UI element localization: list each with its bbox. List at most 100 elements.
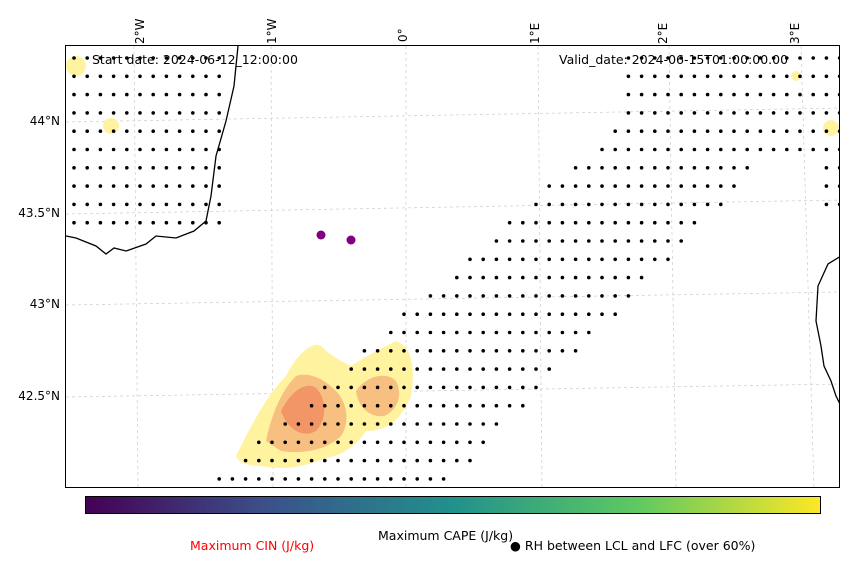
rh-dot [666, 220, 670, 225]
rh-dot [151, 220, 155, 225]
rh-dot [441, 312, 446, 317]
rh-dot [534, 385, 538, 390]
cape-spot-n [103, 118, 119, 134]
rh-dot [560, 275, 565, 280]
rh-dot [468, 294, 472, 298]
rh-dot [494, 367, 499, 371]
rh-dot [98, 184, 103, 188]
rh-dot [534, 294, 538, 298]
rh-dot [349, 422, 354, 426]
rh-dot [217, 92, 221, 97]
rh-dot [719, 111, 723, 115]
rh-dot [455, 385, 459, 390]
rh-dot [521, 294, 525, 298]
rh-dot [257, 477, 261, 481]
rh-dot [455, 367, 459, 371]
rh-dot [151, 184, 155, 188]
rh-legend-marker-icon: ● [510, 538, 521, 553]
rh-dot [362, 422, 367, 426]
rh-dot [626, 92, 631, 97]
rh-dot [111, 166, 116, 170]
map-canvas [66, 46, 839, 487]
rh-dot [613, 184, 617, 188]
rh-dot [362, 403, 367, 408]
rh-dot [402, 330, 406, 335]
rh-dot [692, 92, 697, 97]
rh-dot [296, 477, 301, 481]
rh-dot [785, 147, 789, 152]
rh-dot [639, 220, 644, 225]
rh-dot [653, 257, 657, 262]
rh-dot [507, 403, 512, 408]
rh-dot [177, 74, 182, 79]
rh-dot [719, 129, 723, 133]
rh-dot [151, 56, 155, 60]
rh-dot [547, 330, 551, 335]
rh-dot [758, 56, 763, 60]
rh-dot [771, 147, 776, 152]
rh-dot [653, 166, 657, 170]
rh-dot [323, 458, 327, 463]
cin-legend-label: Maximum CIN (J/kg) [190, 538, 315, 553]
rh-dot [837, 184, 839, 188]
rh-dot [679, 147, 683, 152]
rh-dot [204, 92, 208, 97]
rh-dot [679, 56, 683, 60]
rh-dot [587, 184, 591, 188]
rh-dot [639, 257, 644, 262]
rh-dot [692, 184, 697, 188]
rh-dot [481, 440, 486, 445]
rh-dot [560, 184, 565, 188]
rh-dot [587, 239, 591, 243]
rh-dot [428, 440, 433, 445]
rh-dot [653, 184, 657, 188]
rh-dot [455, 312, 459, 317]
rh-dot [798, 129, 802, 133]
rh-dot [771, 129, 776, 133]
rh-dot [811, 56, 815, 60]
rh-dot [389, 403, 393, 408]
rh-dot [626, 166, 631, 170]
rh-dot [824, 129, 829, 133]
rh-dot [217, 220, 221, 225]
rh-dot [573, 294, 578, 298]
rh-dot [323, 422, 327, 426]
rh-dot [336, 385, 340, 390]
lon-tick-2e: 2°E [656, 22, 670, 44]
rh-dot [494, 312, 499, 317]
rh-dot [600, 166, 604, 170]
rh-dot [323, 477, 327, 481]
rh-dot [402, 349, 406, 353]
rh-dot [72, 92, 76, 97]
rh-dot [164, 92, 169, 97]
rh-dot [72, 166, 76, 170]
rh-dot [785, 111, 789, 115]
rh-dot [125, 129, 129, 133]
cape-blob-mid2 [356, 375, 400, 417]
rh-dot [336, 403, 340, 408]
rh-dot [771, 74, 776, 79]
rh-dot [613, 275, 617, 280]
rh-dot [138, 92, 142, 97]
map-plot-area[interactable] [65, 45, 840, 488]
rh-dot [415, 367, 420, 371]
rh-dot [560, 257, 565, 262]
rh-dot [587, 257, 591, 262]
rh-dot [626, 202, 631, 207]
rh-dot [85, 147, 89, 152]
rh-dot [455, 458, 459, 463]
rh-dot [217, 477, 221, 481]
rh-dot [534, 239, 538, 243]
rh-dot [72, 184, 76, 188]
rh-dot [111, 74, 116, 79]
rh-dot [389, 367, 393, 371]
rh-dot [837, 92, 839, 97]
rh-dot [428, 385, 433, 390]
parallel-42-5n [66, 383, 839, 398]
rh-dot [296, 422, 301, 426]
rh-dot [719, 147, 723, 152]
rh-dot [494, 239, 499, 243]
rh-dot [204, 111, 208, 115]
rh-dot [98, 74, 103, 79]
rh-dot [679, 166, 683, 170]
